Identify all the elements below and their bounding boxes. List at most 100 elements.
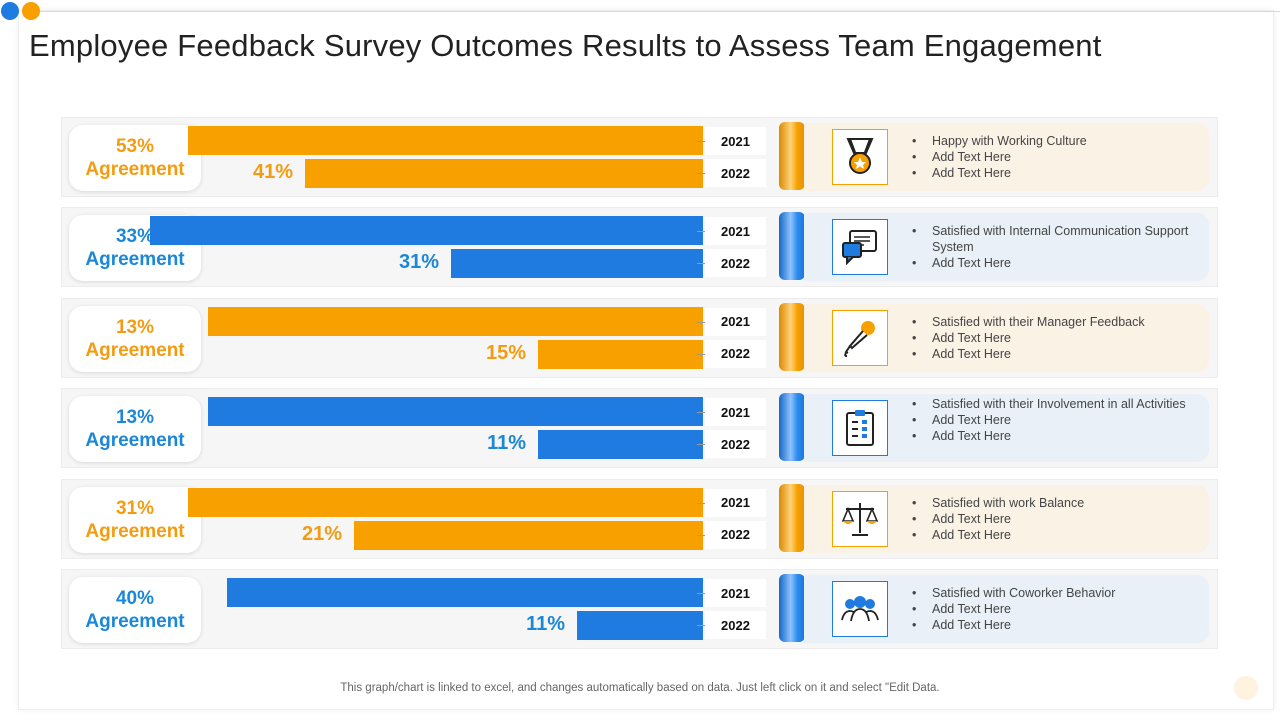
bullet-list: Satisfied with Internal Communication Su… [912, 223, 1192, 271]
year-connector [697, 444, 706, 446]
chat-bubbles-icon [832, 219, 888, 276]
bullet-item: Add Text Here [912, 255, 1192, 271]
year-label-2021: 2021 [705, 579, 766, 607]
bullet-item: Satisfied with their Involvement in all … [912, 396, 1192, 412]
bullet-item: Add Text Here [912, 527, 1192, 543]
cylinder-tab [779, 483, 805, 552]
year-label-2022: 2022 [705, 430, 766, 459]
agreement-percent: 31% [115, 497, 155, 519]
bullet-item: Add Text Here [912, 601, 1192, 617]
info-panel: Satisfied with their Manager FeedbackAdd… [804, 303, 1209, 372]
year-connector [697, 502, 706, 504]
agreement-pill: 13% Agreement [69, 396, 201, 463]
agreement-percent: 13% [115, 316, 155, 338]
year-connector [697, 173, 706, 174]
year-label-2022: 2022 [705, 339, 766, 368]
cylinder-tab [779, 574, 805, 642]
bar-2021 [188, 126, 703, 155]
year-label-2022: 2022 [705, 611, 766, 639]
value-label-2022: 31% [398, 251, 439, 274]
bar-2021 [188, 487, 703, 517]
value-label-2022: 41% [252, 161, 293, 183]
bar-2022 [538, 430, 703, 460]
agreement-pill: 40% Agreement [69, 577, 201, 643]
year-connector [697, 353, 706, 355]
top-rule [40, 11, 1280, 12]
value-label-2022: 15% [485, 341, 526, 364]
bullet-item: Satisfied with their Manager Feedback [912, 314, 1192, 330]
bullet-item: Satisfied with work Balance [912, 495, 1192, 511]
agreement-label: Agreement [85, 520, 185, 542]
year-connector [697, 625, 706, 626]
year-connector [697, 141, 706, 142]
year-label-2022: 2022 [705, 520, 766, 549]
bar-2022 [451, 249, 703, 279]
bullet-item: Satisfied with Coworker Behavior [912, 585, 1192, 601]
info-panel: Satisfied with work Balance Add Text Here… [804, 484, 1209, 553]
value-label-2022: 11% [526, 613, 565, 635]
survey-row: 13%Agreement 11% 2021 2022 Satisfied with th… [61, 388, 1218, 469]
year-connector [697, 231, 706, 233]
medal-icon [832, 129, 888, 185]
cylinder-tab [779, 212, 805, 281]
agreement-label: Agreement [85, 159, 185, 180]
bullet-list: Satisfied with Coworker BehaviorAdd Text… [912, 585, 1192, 633]
info-panel: Satisfied with Coworker BehaviorAdd Text… [804, 575, 1209, 643]
bar-2021 [208, 306, 703, 336]
bullet-list: Satisfied with their Manager FeedbackAdd… [912, 314, 1192, 362]
bullet-list: Satisfied with their Involvement in all … [912, 396, 1192, 444]
orange-dot-decoration [22, 2, 40, 20]
corner-dot-decoration [1234, 676, 1258, 700]
microphone-icon [832, 309, 888, 366]
bar-2022 [305, 159, 703, 188]
year-label-2021: 2021 [705, 398, 766, 427]
year-connector [697, 593, 706, 594]
agreement-percent: 13% [115, 407, 155, 429]
page-title: Employee Feedback Survey Outcomes Result… [29, 28, 1102, 63]
info-panel: Satisfied with Internal Communication Su… [804, 213, 1209, 282]
bullet-item: Add Text Here [912, 412, 1192, 428]
bar-2021 [150, 216, 703, 246]
value-label-2022: 11% [487, 432, 526, 455]
survey-row: 31%Agreement 21% 2021 2022 Satisfied with wo… [61, 478, 1218, 559]
survey-row: 33%Agreement 31% 2021 2022 Satisfied with In… [61, 207, 1218, 288]
info-panel: Happy with Working CultureAdd Text HereA… [804, 123, 1209, 191]
year-label-2021: 2021 [705, 217, 766, 246]
survey-row: 53%Agreement 41% 2021 2022 Happy with Workin… [61, 117, 1218, 197]
bar-2021 [227, 578, 703, 607]
bullet-item: Add Text Here [912, 165, 1192, 181]
survey-row: 13%Agreement 15% 2021 2022 Satisfied with th… [61, 297, 1218, 378]
year-label-2021: 2021 [705, 127, 766, 155]
agreement-label: Agreement [85, 430, 185, 452]
bullet-item: Add Text Here [912, 428, 1192, 444]
cylinder-tab [779, 302, 805, 371]
cylinder-tab [779, 393, 805, 462]
agreement-percent: 33% [115, 226, 155, 248]
bullet-list: Happy with Working CultureAdd Text HereA… [912, 133, 1192, 181]
bullet-item: Satisfied with Internal Communication Su… [912, 223, 1192, 255]
survey-row: 40%Agreement 11% 2021 2022 Satisfied with Co… [61, 569, 1218, 649]
year-connector [697, 263, 706, 265]
year-label-2021: 2021 [705, 488, 766, 517]
year-label-2021: 2021 [705, 307, 766, 336]
cylinder-tab [779, 122, 805, 190]
year-label-2022: 2022 [705, 159, 766, 187]
bullet-list: Satisfied with work Balance Add Text Here… [912, 495, 1192, 543]
value-label-2022: 21% [301, 522, 342, 545]
agreement-label: Agreement [85, 249, 185, 271]
bullet-item: Add Text Here [912, 346, 1192, 362]
bullet-item: Happy with Working Culture [912, 133, 1192, 149]
agreement-label: Agreement [85, 339, 185, 361]
agreement-percent: 40% [115, 588, 155, 609]
bullet-item: Add Text Here [912, 149, 1192, 165]
agreement-pill: 13% Agreement [69, 305, 201, 372]
year-connector [697, 534, 706, 536]
year-label-2022: 2022 [705, 249, 766, 278]
agreement-pill: 53% Agreement [69, 125, 201, 191]
bullet-item: Add Text Here [912, 330, 1192, 346]
agreement-label: Agreement [85, 611, 185, 632]
bar-2022 [354, 520, 703, 550]
balance-scale-icon [832, 490, 888, 547]
agreement-percent: 53% [115, 136, 155, 157]
